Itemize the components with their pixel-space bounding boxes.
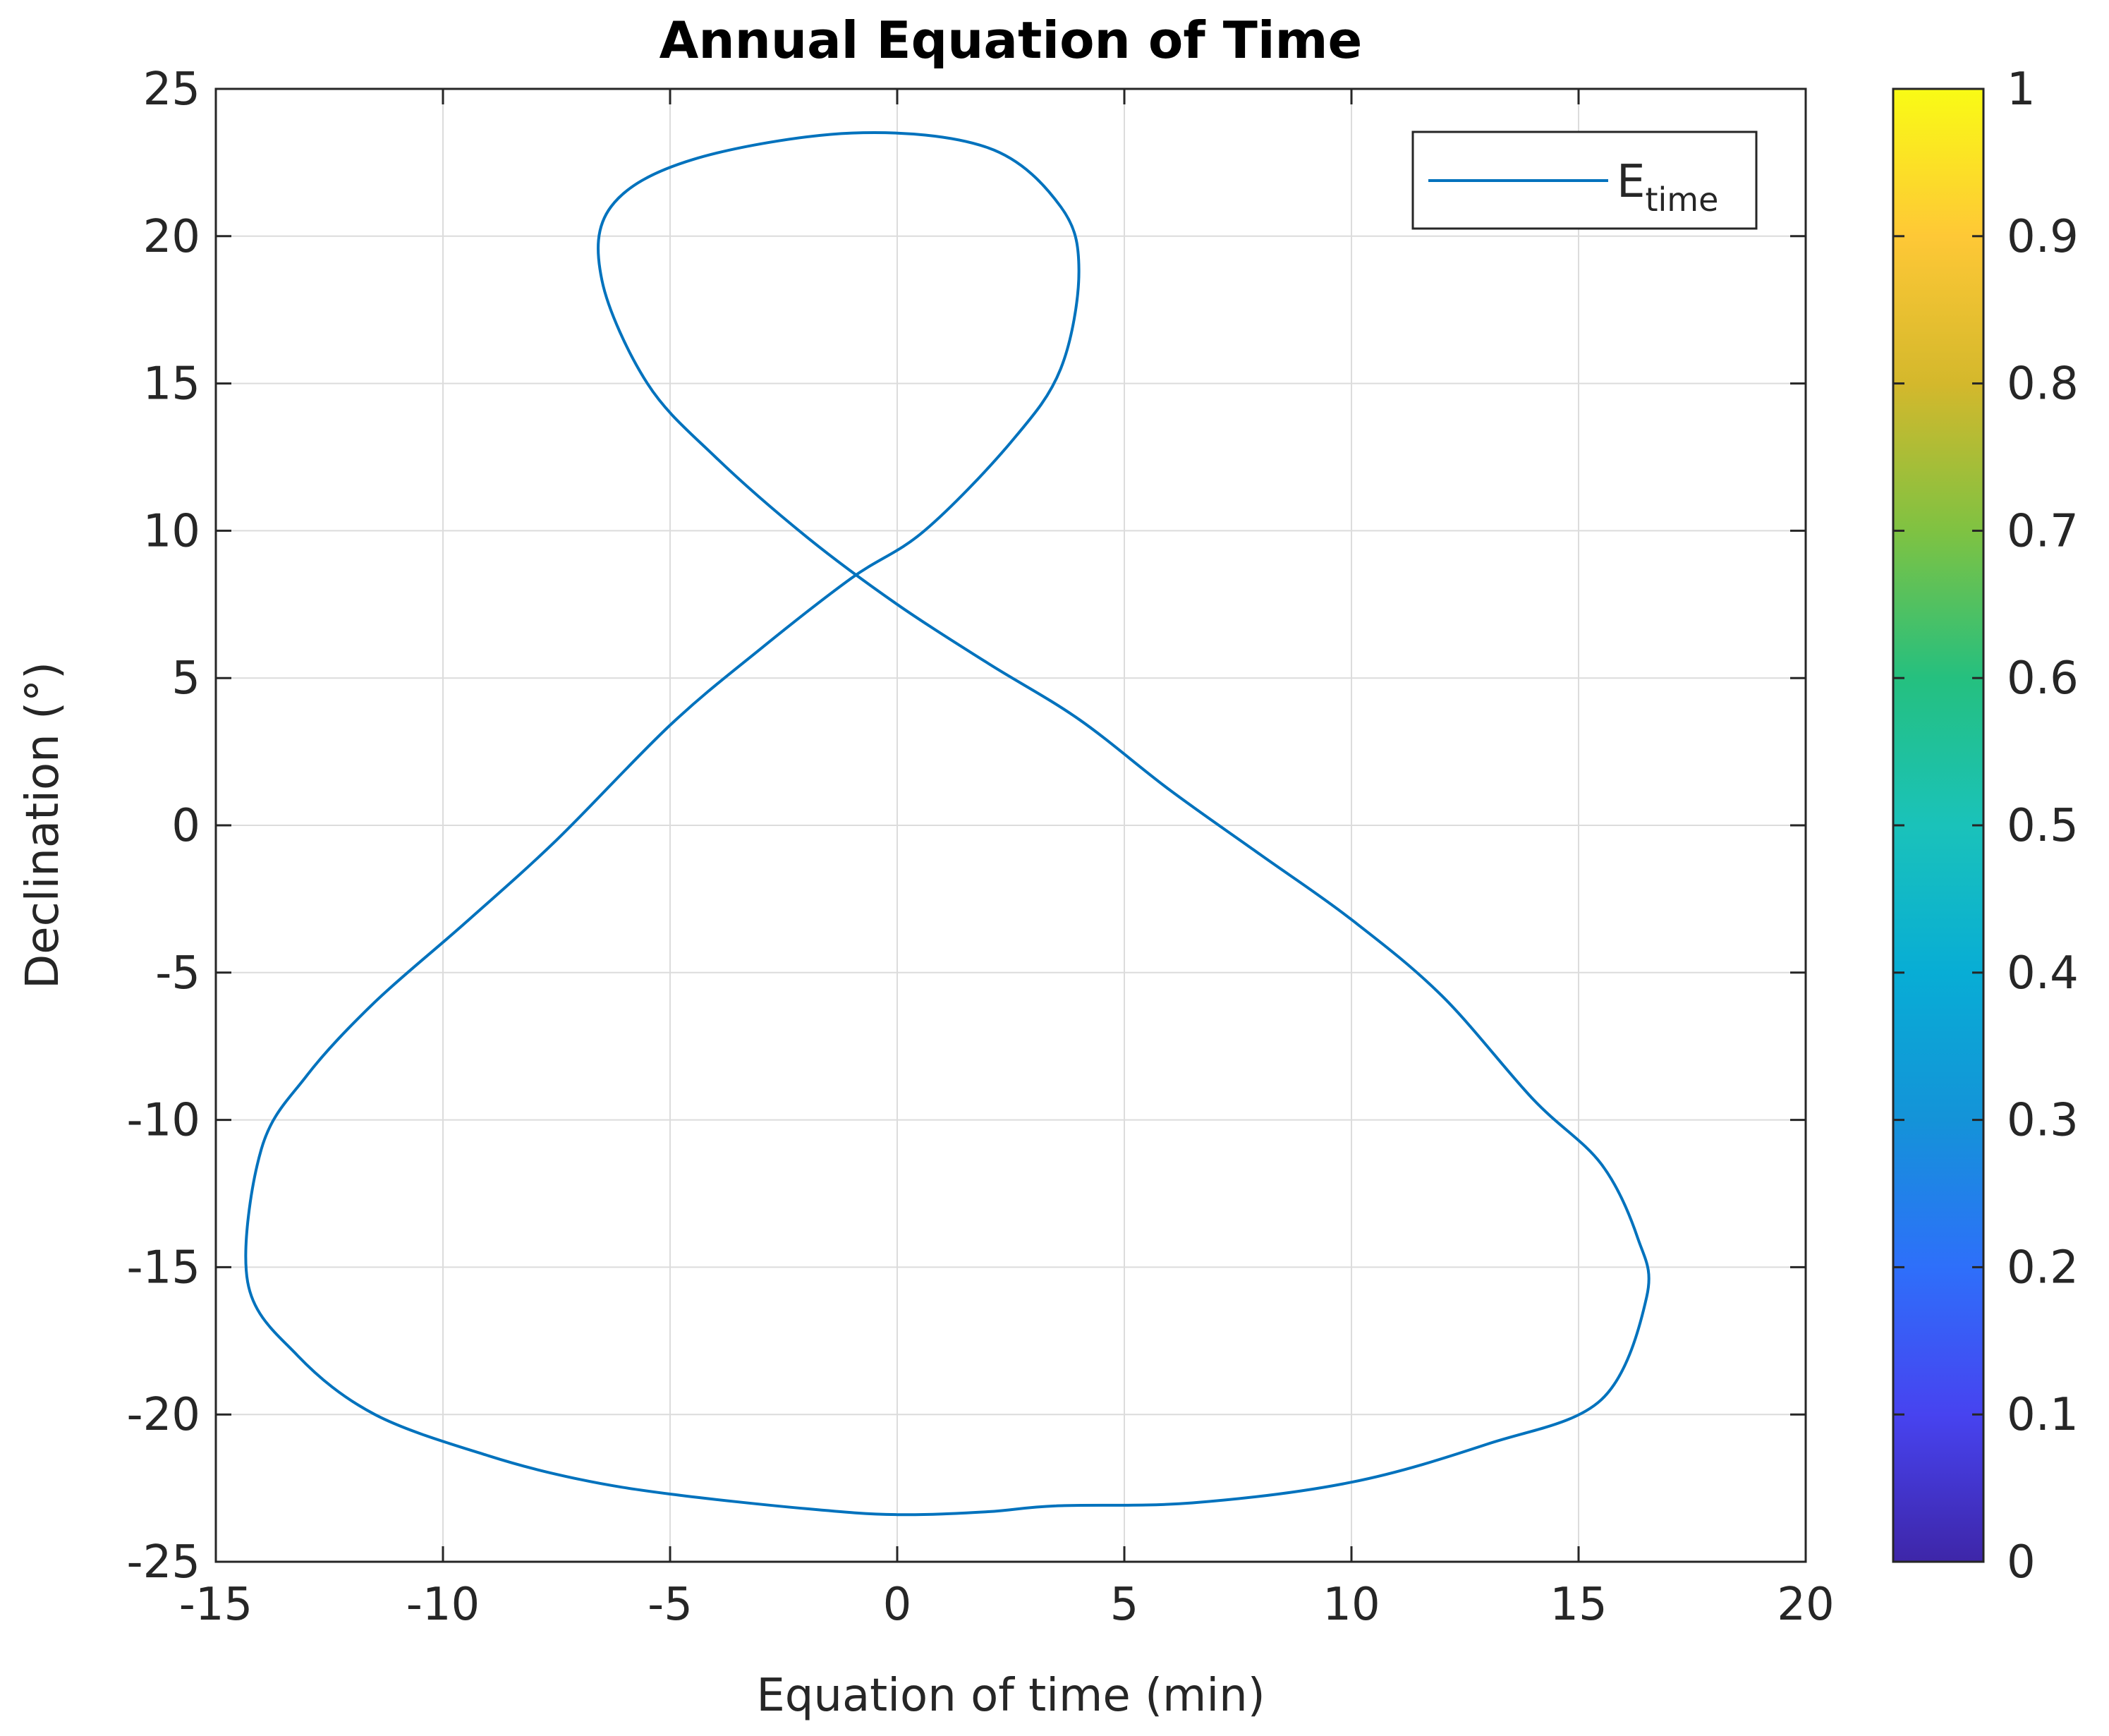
legend-entry: Etime	[1617, 156, 1718, 219]
legend: Etime	[1411, 130, 1758, 230]
colorbar-tick-label: 0.1	[2007, 1389, 2079, 1441]
y-tick-label: -25	[126, 1536, 200, 1589]
legend-label-sub: time	[1645, 181, 1718, 219]
y-tick-label: 0	[171, 800, 200, 852]
x-tick-label: 20	[1777, 1579, 1834, 1631]
chart-title: Annual Equation of Time	[660, 11, 1363, 70]
y-tick-label: -5	[155, 947, 200, 1000]
colorbar-ticks: 0 0.1 0.2 0.3 0.4 0.5 0.6 0.7 0.8 0.9 1	[1893, 63, 2079, 1589]
colorbar-tick-label: 0.6	[2007, 652, 2079, 705]
x-tick-label: 0	[883, 1579, 912, 1631]
colorbar: 0 0.1 0.2 0.3 0.4 0.5 0.6 0.7 0.8 0.9 1	[1892, 63, 2079, 1589]
colorbar-tick-label: 0	[2007, 1536, 2036, 1589]
colorbar-tick-label: 0.5	[2007, 800, 2079, 852]
y-tick-label: -10	[126, 1095, 200, 1147]
colorbar-tick-label: 0.3	[2007, 1095, 2079, 1147]
colorbar-tick-label: 1	[2007, 63, 2036, 116]
y-tick-label: 25	[143, 63, 200, 116]
x-tick-label: -10	[406, 1579, 480, 1631]
x-tick-label: 5	[1110, 1579, 1139, 1631]
y-tick-label: 15	[143, 358, 200, 411]
colorbar-tick-label: 0.8	[2007, 358, 2079, 411]
colorbar-gradient	[1892, 87, 1985, 1563]
y-tick-label: -20	[126, 1389, 200, 1441]
series-line-e-time	[244, 131, 1651, 1517]
grid-lines	[215, 88, 1806, 1562]
y-axis-label: Declination (°)	[17, 662, 69, 989]
axes: -15 -10 -5 0 5 10 15 20 -25 -20 -15 -10 -5 0 5 10 15 20 25	[126, 63, 1834, 1631]
colorbar-tick-label: 0.9	[2007, 211, 2079, 263]
x-axis-label: Equation of time (min)	[756, 1670, 1265, 1722]
y-tick-label: -15	[126, 1242, 200, 1294]
x-tick-label: -5	[648, 1579, 693, 1631]
y-tick-label: 20	[143, 211, 200, 263]
colorbar-tick-label: 0.4	[2007, 947, 2079, 1000]
x-tick-label: 15	[1550, 1579, 1607, 1631]
series-layer	[244, 131, 1651, 1517]
y-tick-label: 5	[171, 652, 200, 705]
colorbar-tick-label: 0.2	[2007, 1242, 2079, 1294]
x-tick-label: 10	[1323, 1579, 1380, 1631]
legend-label-main: E	[1617, 156, 1645, 208]
x-tick-label: -15	[179, 1579, 253, 1631]
colorbar-tick-label: 0.7	[2007, 505, 2079, 557]
y-tick-label: 10	[143, 505, 200, 557]
